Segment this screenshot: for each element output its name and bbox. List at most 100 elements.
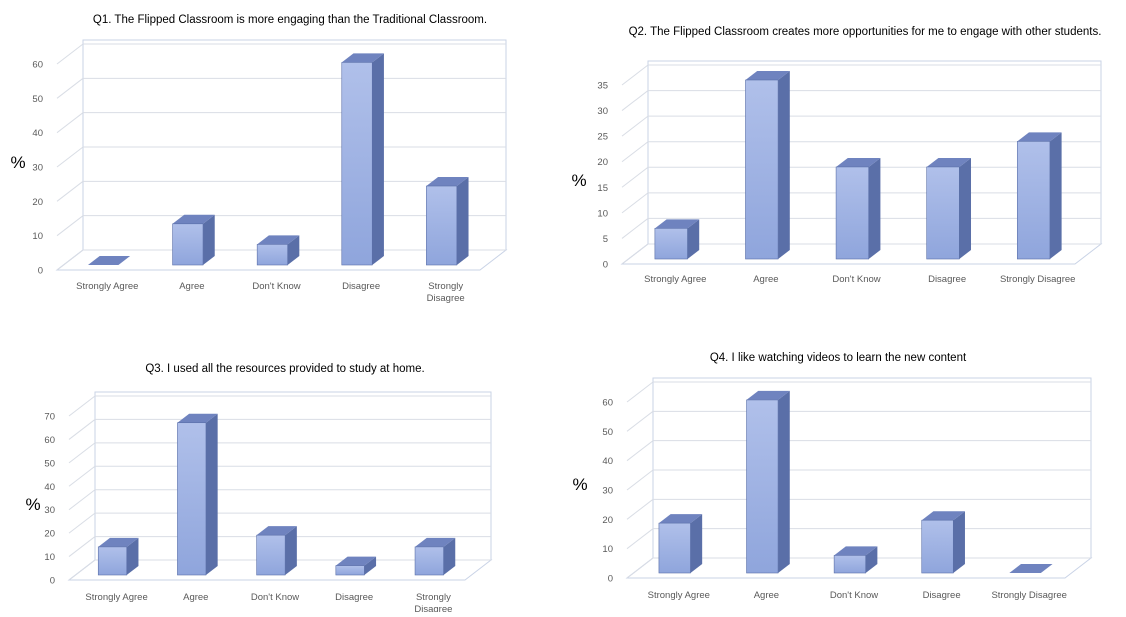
- x-tick-label: Disagree: [923, 590, 961, 601]
- y-axis-label: %: [25, 495, 40, 514]
- gridline-side: [626, 528, 654, 550]
- gridline-side: [56, 112, 84, 134]
- bar-front: [256, 244, 288, 266]
- bar: [87, 256, 131, 265]
- bar-front: [172, 223, 204, 266]
- gridline-side: [626, 557, 654, 579]
- bar-side: [1049, 132, 1062, 259]
- gridline-side: [626, 440, 654, 462]
- x-tick-label: Don't Know: [251, 592, 299, 603]
- y-tick-label: 40: [44, 482, 55, 493]
- x-tick-label: Disagree: [928, 274, 966, 285]
- bar: [414, 537, 456, 576]
- gridline-side: [56, 180, 84, 202]
- bar-front: [97, 546, 128, 576]
- y-tick-label: 0: [603, 260, 608, 271]
- x-tick-label: Disagree: [335, 592, 373, 603]
- y-tick-label: 60: [32, 60, 43, 71]
- bar-front: [658, 522, 691, 574]
- y-tick-label: 15: [597, 183, 608, 194]
- x-tick-label-line: Strongly: [428, 281, 463, 292]
- gridline-side: [56, 43, 84, 65]
- x-tick-label: Agree: [179, 281, 204, 292]
- y-tick-label: 10: [44, 552, 55, 563]
- gridline-side: [621, 192, 649, 214]
- gridline-side: [56, 249, 84, 271]
- gridline-side: [626, 381, 654, 403]
- gridline-side: [68, 536, 96, 557]
- y-tick-label: 50: [602, 427, 613, 438]
- x-tick-label: Strongly Agree: [76, 281, 138, 292]
- y-tick-label: 30: [32, 163, 43, 174]
- gridline-side: [621, 141, 649, 163]
- bar-top: [426, 177, 469, 187]
- bar-top: [98, 537, 139, 547]
- bar-top: [87, 256, 131, 265]
- bar-top: [257, 235, 300, 245]
- gridline-side: [626, 498, 654, 520]
- bar-top: [745, 71, 790, 80]
- bar-side: [868, 157, 881, 259]
- bar-top: [836, 157, 881, 167]
- bar-side: [778, 71, 790, 259]
- bar-side: [865, 546, 878, 573]
- gridline-side: [68, 489, 96, 511]
- y-tick-label: 40: [32, 128, 43, 139]
- y-axis-label: %: [571, 171, 586, 190]
- bar-top: [1017, 132, 1062, 142]
- gridline-side: [68, 395, 96, 417]
- gridline-side: [626, 410, 654, 432]
- gridline-side: [56, 146, 84, 168]
- y-tick-label: 50: [32, 94, 43, 105]
- x-tick-label: Don't Know: [252, 281, 300, 292]
- bar: [97, 537, 139, 576]
- bar-side: [959, 157, 972, 259]
- bar: [921, 511, 965, 574]
- x-tick-label: Don't Know: [832, 274, 880, 285]
- bar-side: [285, 526, 297, 575]
- gridline-side: [68, 442, 96, 464]
- bar: [341, 53, 384, 266]
- y-tick-label: 60: [602, 398, 613, 409]
- bar-front: [414, 546, 444, 576]
- x-tick-label: Agree: [183, 592, 208, 603]
- chart-title: Q2. The Flipped Classroom creates more o…: [629, 26, 1102, 38]
- x-tick-label: Strongly Disagree: [1000, 274, 1076, 285]
- bar-top: [256, 526, 297, 536]
- bar: [256, 235, 300, 266]
- x-tick-label: Agree: [753, 274, 778, 285]
- x-tick-label-line: Disagree: [414, 604, 452, 612]
- bar-front: [335, 565, 365, 576]
- bar-side: [372, 53, 384, 265]
- y-tick-label: 20: [602, 515, 613, 526]
- bar-side: [203, 214, 215, 265]
- y-tick-label: 0: [608, 574, 613, 585]
- gridline-side: [68, 465, 96, 487]
- bar-top: [335, 556, 377, 566]
- y-tick-label: 70: [44, 412, 55, 423]
- x-tick-label: Strongly Agree: [644, 274, 706, 285]
- bar-side: [364, 556, 377, 575]
- x-tick-label: Disagree: [342, 281, 380, 292]
- gridline-side: [621, 218, 649, 239]
- gridline-side: [68, 419, 96, 440]
- bar-side: [205, 413, 218, 575]
- bar-front: [256, 534, 286, 576]
- x-tick-label: Don't Know: [830, 590, 878, 601]
- bar-top: [341, 53, 384, 63]
- bar-side: [287, 235, 300, 265]
- bar-top: [834, 546, 878, 556]
- chart-q4: Q4. I like watching videos to learn the …: [572, 352, 1093, 601]
- bar: [426, 177, 469, 266]
- bar-top: [172, 214, 215, 224]
- chart-title: Q3. I used all the resources provided to…: [145, 363, 424, 375]
- gridline-side: [621, 166, 649, 188]
- bar-front: [1016, 141, 1051, 260]
- y-tick-label: 60: [44, 435, 55, 446]
- y-tick-label: 0: [38, 266, 43, 277]
- bar: [172, 214, 215, 266]
- bar-side: [953, 511, 965, 573]
- y-tick-label: 20: [44, 529, 55, 540]
- chart-q1: Q1. The Flipped Classroom is more engagi…: [10, 14, 508, 304]
